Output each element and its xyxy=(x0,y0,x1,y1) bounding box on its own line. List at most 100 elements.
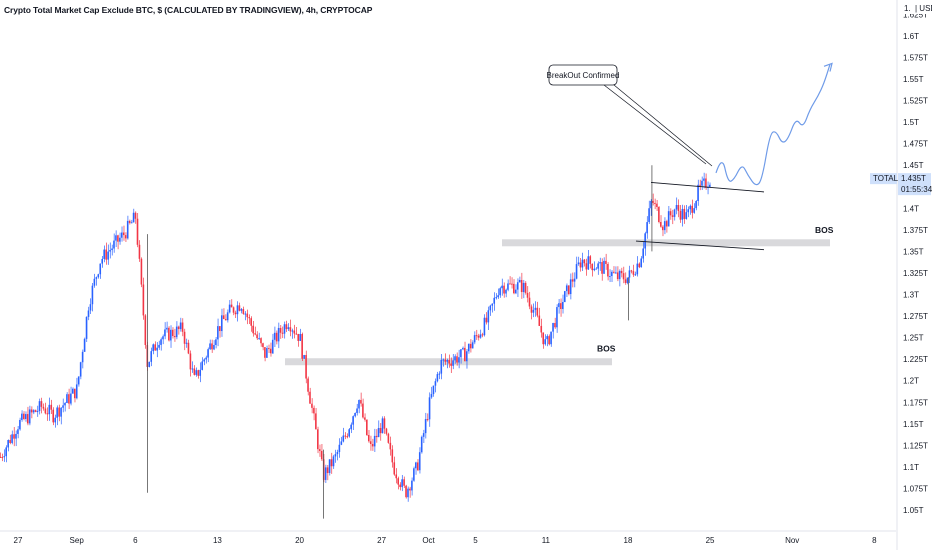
candle-body xyxy=(475,335,478,337)
candle-body xyxy=(252,325,254,334)
candle-body xyxy=(499,288,501,296)
candle-body xyxy=(652,200,654,203)
candle-body xyxy=(395,474,398,479)
candle-body xyxy=(530,306,533,313)
candle-body xyxy=(444,359,447,362)
candle-body xyxy=(589,256,592,264)
candle-body xyxy=(513,283,515,294)
candle-body xyxy=(364,417,366,420)
candle-body xyxy=(38,401,41,412)
drawings[interactable] xyxy=(635,62,833,251)
candle-body xyxy=(567,285,570,295)
candle-body xyxy=(695,200,697,209)
candle-body xyxy=(338,444,341,453)
candle-body xyxy=(107,251,109,260)
candle-body xyxy=(315,413,317,430)
candle-body xyxy=(334,454,337,457)
candle-body xyxy=(211,343,213,350)
candle-body xyxy=(534,307,537,310)
candle-body xyxy=(387,433,390,443)
candle-body xyxy=(158,344,160,348)
candle-body xyxy=(256,334,258,339)
price-tick-label: 1.075T xyxy=(903,484,928,493)
candle-body xyxy=(366,419,368,436)
candle-body xyxy=(70,393,72,404)
candle-body xyxy=(34,410,37,412)
candle-body xyxy=(391,449,394,463)
candle-body xyxy=(379,427,382,434)
symbol-tag-text: TOTAL2 xyxy=(873,174,903,183)
time-tick-label: 8 xyxy=(872,536,877,545)
candle-body xyxy=(520,280,523,293)
candle-body xyxy=(244,313,247,315)
time-tick-label: 20 xyxy=(295,536,304,545)
candle-body xyxy=(675,205,678,210)
price-tick-label: 1.4T xyxy=(903,204,919,213)
candle-body xyxy=(420,436,423,453)
candle-body xyxy=(565,285,568,292)
candle-body xyxy=(85,316,88,339)
candle-body xyxy=(54,417,56,423)
price-tick-label: 1.575T xyxy=(903,53,928,62)
candle-body xyxy=(507,283,509,290)
price-tick-label: 1.375T xyxy=(903,226,928,235)
candle-body xyxy=(661,226,664,231)
candle-body xyxy=(179,322,182,330)
candle-body xyxy=(612,271,615,273)
candle-body xyxy=(679,211,682,220)
candle-body xyxy=(614,272,617,274)
bos-zones xyxy=(285,239,830,366)
candle-body xyxy=(175,326,178,338)
time-tick-label: Nov xyxy=(785,536,799,545)
candle-body xyxy=(189,353,192,370)
currency-code: | USD xyxy=(915,4,932,13)
candle-body xyxy=(389,442,392,450)
projection-arrow-head xyxy=(823,62,833,72)
candle-body xyxy=(142,284,145,316)
candle-body xyxy=(399,484,401,488)
candle-body xyxy=(168,327,170,341)
candle-body xyxy=(440,359,443,374)
candle-body xyxy=(367,435,370,442)
candle-body xyxy=(509,283,511,285)
candle-body xyxy=(467,343,470,352)
candle-body xyxy=(599,262,601,264)
candle-body xyxy=(577,262,580,265)
candle-body xyxy=(115,235,117,241)
chart-title: Crypto Total Market Cap Exclude BTC, $ (… xyxy=(4,5,373,15)
candle-body xyxy=(232,307,235,313)
candle-body xyxy=(397,478,399,485)
candle-body xyxy=(271,339,274,354)
candle-body xyxy=(187,342,190,354)
candle-body xyxy=(183,331,186,344)
candles xyxy=(0,165,711,519)
candle-body xyxy=(17,429,19,434)
candle-body xyxy=(605,260,607,264)
candle-body xyxy=(701,180,703,186)
candle-body xyxy=(579,262,582,268)
candle-body xyxy=(505,289,507,294)
candle-body xyxy=(693,208,695,213)
candle-body xyxy=(213,344,215,350)
candle-body xyxy=(344,435,347,437)
candle-body xyxy=(219,326,221,332)
candle-body xyxy=(385,428,388,434)
candle-body xyxy=(562,301,564,310)
candle-body xyxy=(226,312,229,321)
candle-body xyxy=(138,244,141,259)
candle-body xyxy=(393,462,396,475)
candle-body xyxy=(122,232,125,236)
candle-body xyxy=(258,338,260,340)
candle-body xyxy=(442,359,445,361)
price-tick-label: 1.175T xyxy=(903,398,928,407)
candle-body xyxy=(195,370,198,375)
candle-body xyxy=(434,381,437,386)
candle-body xyxy=(624,279,627,283)
candle-body xyxy=(301,333,303,359)
candle-body xyxy=(465,351,468,362)
currency-label: 1. xyxy=(904,4,911,13)
candle-body xyxy=(644,233,646,249)
candle-body xyxy=(607,263,609,277)
